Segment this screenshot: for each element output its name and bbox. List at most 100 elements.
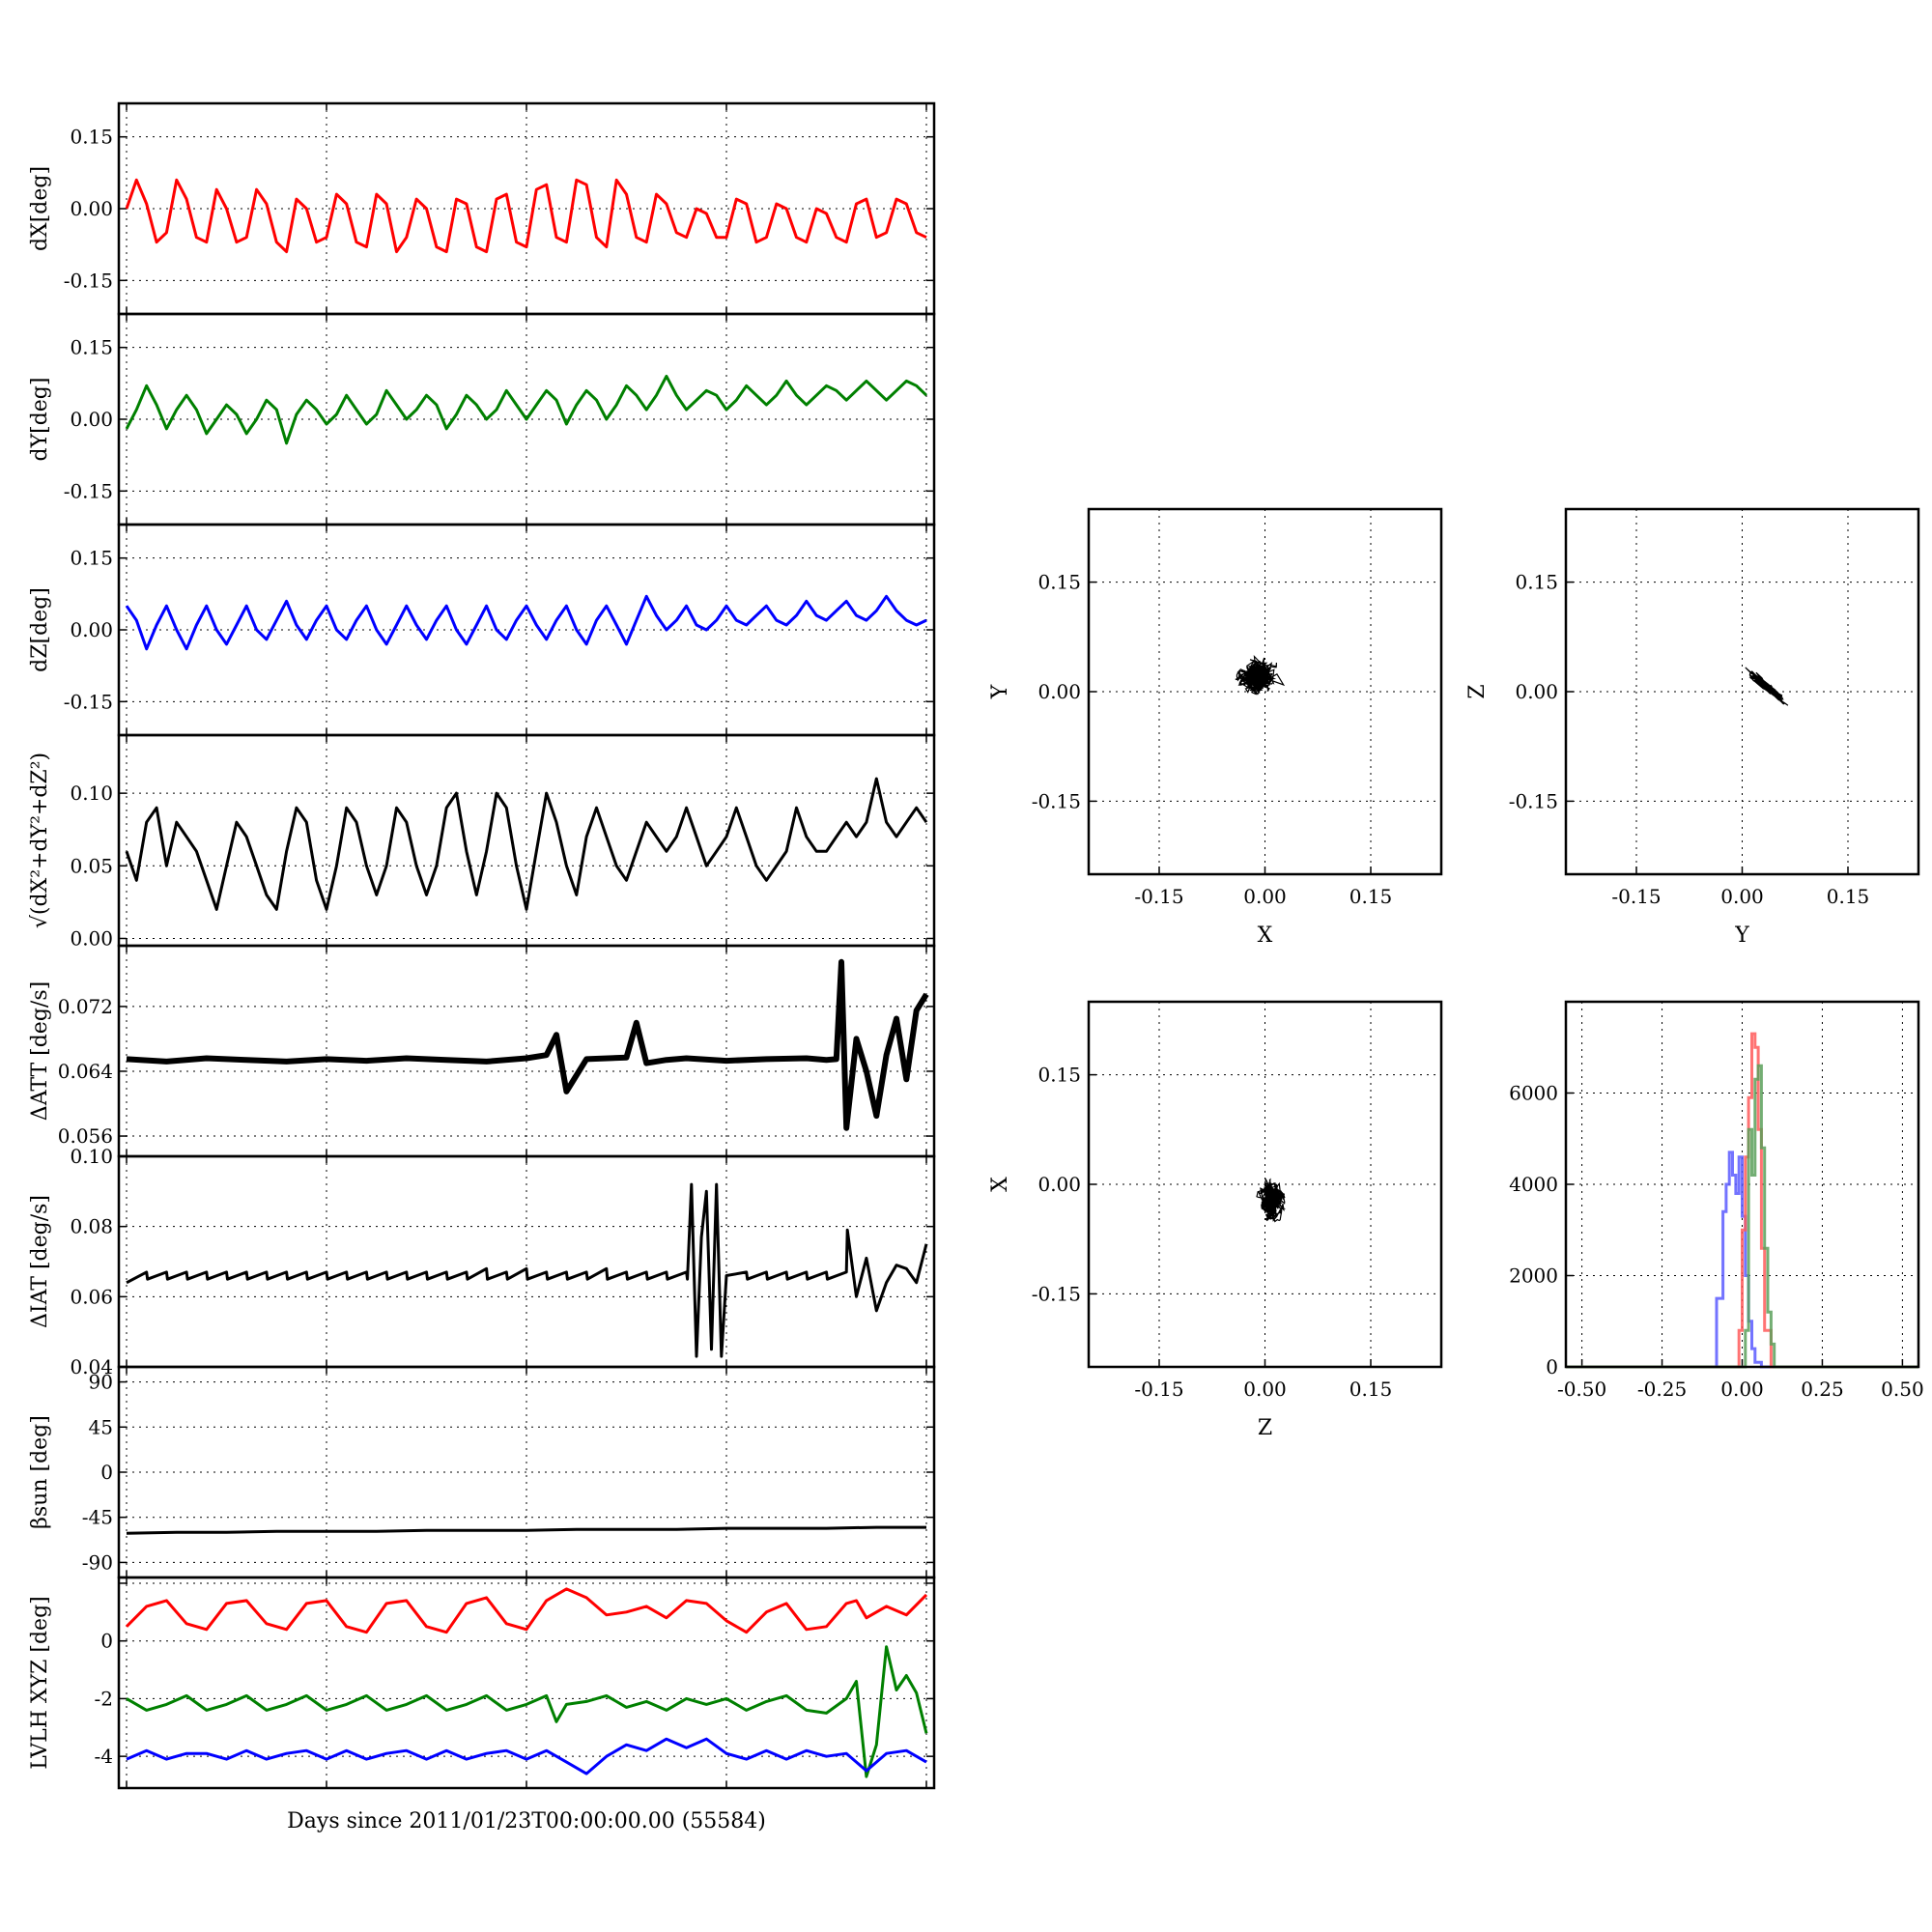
series-line-datt-0 — [126, 958, 929, 1131]
axes-frame — [117, 1154, 936, 1369]
ytick-label: -0.15 — [1032, 789, 1081, 812]
axes-frame — [1564, 507, 1920, 876]
ytick-label: 0.056 — [58, 1124, 113, 1148]
ylabel-lvlh: LVLH XYZ [deg] — [28, 1596, 52, 1770]
ytick-label: 0.15 — [1037, 1064, 1081, 1087]
panel-yz: -0.15 -0.15 0.00 0.00 0.15 0.15 Y Z — [1465, 507, 1920, 948]
scatter-trace-yz — [1745, 667, 1789, 706]
xtick-label: 0.15 — [1350, 1378, 1393, 1401]
ytick-label: 0.00 — [1037, 680, 1081, 703]
panel-zx: -0.15 -0.15 0.00 0.00 0.15 0.15 Z X — [988, 1000, 1443, 1440]
panel-dy: 0.15 0.00 -0.15 dY[deg] — [28, 312, 936, 526]
ytick-label: -45 — [82, 1506, 113, 1529]
xlabel-yz: Y — [1734, 923, 1749, 948]
xtick-label: 0.50 — [1881, 1378, 1924, 1401]
bottom-xlabel: Days since 2011/01/23T00:00:00.00 (55584… — [287, 1809, 766, 1833]
series-line-dz-0 — [125, 594, 927, 651]
ytick-label: 0.00 — [70, 197, 113, 220]
scatter-trace-xy — [1235, 654, 1286, 696]
ylabel-yz: Z — [1465, 684, 1490, 698]
ylabel-dr: √(dX²+dY²+dZ²) — [28, 753, 52, 928]
panel-xy: -0.15 -0.15 0.00 0.00 0.15 0.15 X Y — [988, 507, 1443, 948]
ylabel-beta: βsun [deg] — [28, 1415, 52, 1529]
panel-dr: 0.10 0.05 0.00 √(dX²+dY²+dZ²) — [28, 733, 936, 950]
xtick-label: -0.50 — [1557, 1378, 1606, 1401]
panels: 0.15 0.00 -0.15 dX[deg] 0.15 0.00 -0.15 dY[deg]… — [28, 101, 1924, 1790]
xtick-label: 0.00 — [1243, 1378, 1287, 1401]
ytick-label: 2000 — [1509, 1264, 1558, 1288]
ytick-label: 0 — [100, 1461, 113, 1484]
ylabel-zx: X — [988, 1177, 1012, 1192]
xtick-label: -0.15 — [1134, 885, 1183, 908]
ytick-label: 0.064 — [58, 1060, 113, 1083]
ytick-label: 0.15 — [1037, 571, 1081, 594]
ytick-label: 0.00 — [1515, 680, 1558, 703]
ytick-label: 0.15 — [70, 336, 113, 359]
series-line-beta-0 — [126, 1525, 926, 1535]
ytick-label: -4 — [95, 1745, 113, 1768]
xtick-label: 0.00 — [1720, 1378, 1764, 1401]
axes-frame — [1087, 507, 1443, 876]
ytick-label: -0.15 — [1509, 789, 1558, 812]
ytick-label: 4000 — [1509, 1173, 1558, 1196]
ytick-label: 0.10 — [70, 781, 113, 805]
ytick-label: 0.00 — [70, 408, 113, 431]
ytick-label: -0.15 — [64, 479, 113, 502]
ytick-label: 90 — [89, 1371, 113, 1394]
ytick-label: 0.15 — [70, 126, 113, 149]
ytick-label: 0.00 — [70, 926, 113, 950]
ytick-label: 6000 — [1509, 1082, 1558, 1105]
ylabel-diat: ΔIAT [deg/s] — [28, 1195, 52, 1328]
xtick-label: 0.15 — [1350, 885, 1393, 908]
xtick-label: -0.15 — [1611, 885, 1661, 908]
xtick-label: 0.15 — [1827, 885, 1870, 908]
series-line-lvlh-2 — [126, 1737, 927, 1776]
ytick-label: 0.15 — [1515, 571, 1558, 594]
series-line-dx-0 — [125, 178, 927, 254]
panel-dz: 0.15 0.00 -0.15 dZ[deg] — [28, 523, 936, 737]
hist-step-2 — [1566, 1064, 1918, 1369]
axes-frame — [117, 1576, 936, 1790]
ytick-label: 0 — [100, 1630, 113, 1653]
ytick-label: 0 — [1546, 1355, 1558, 1378]
xtick-label: 0.00 — [1720, 885, 1764, 908]
ytick-label: -2 — [95, 1687, 113, 1710]
ylabel-dz: dZ[deg] — [28, 587, 52, 672]
xtick-label: -0.25 — [1637, 1378, 1687, 1401]
series-line-diat-0 — [126, 1182, 928, 1358]
xtick-label: 0.25 — [1801, 1378, 1844, 1401]
ytick-label: 0.08 — [70, 1215, 113, 1238]
hist-step-1 — [1566, 1032, 1918, 1369]
ylabel-xy: Y — [988, 684, 1012, 699]
scatter-trace-zx — [1256, 1178, 1287, 1223]
axes-frame — [117, 733, 936, 948]
ytick-label: -0.15 — [64, 690, 113, 713]
ylabel-dx: dX[deg] — [28, 166, 52, 251]
series-line-lvlh-1 — [126, 1645, 928, 1778]
ytick-label: -0.15 — [1032, 1282, 1081, 1305]
axes-frame — [1564, 1000, 1920, 1369]
series-line-dr-0 — [125, 777, 928, 911]
panel-hist: -0.50 -0.25 0.00 0.25 0.50 6000 4000 2000 0 — [1509, 1000, 1924, 1401]
ytick-label: 0.10 — [70, 1145, 113, 1168]
hist-step-0 — [1566, 1151, 1918, 1369]
ylabel-datt: ΔATT [deg/s] — [28, 981, 52, 1121]
xtick-label: 0.00 — [1243, 885, 1287, 908]
ytick-label: -0.15 — [64, 269, 113, 292]
xtick-label: -0.15 — [1134, 1378, 1183, 1401]
series-line-lvlh-0 — [125, 1587, 928, 1634]
axes-frame — [117, 944, 936, 1158]
xlabel-zx: Z — [1258, 1416, 1272, 1440]
panel-diat: 0.10 0.08 0.06 0.04 ΔIAT [deg/s] — [28, 1145, 936, 1378]
ylabel-dy: dY[deg] — [28, 378, 52, 462]
ytick-label: 0.00 — [1037, 1173, 1081, 1196]
panel-beta: 90 45 0 -45 -90 βsun [deg] — [28, 1365, 936, 1579]
ytick-label: -90 — [82, 1550, 113, 1574]
ytick-label: 0.06 — [70, 1285, 113, 1308]
ytick-label: 45 — [89, 1415, 113, 1438]
xlabel-xy: X — [1258, 923, 1273, 948]
panel-dx: 0.15 0.00 -0.15 dX[deg] — [28, 101, 936, 316]
ytick-label: 0.05 — [70, 854, 113, 877]
